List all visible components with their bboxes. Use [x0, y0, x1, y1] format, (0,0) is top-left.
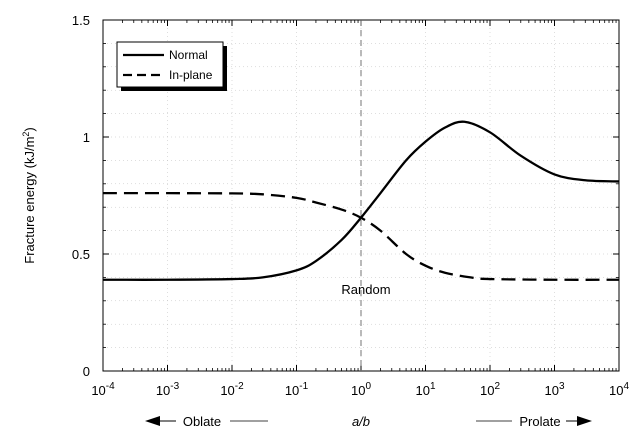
random-annotation: Random — [341, 282, 390, 297]
oblate-arrow-icon — [145, 416, 160, 426]
y-tick-label: 1 — [83, 130, 90, 145]
x-tick-label: 10-3 — [156, 381, 180, 398]
series-line-normal — [102, 120, 620, 281]
y-axis-label: Fracture energy (kJ/m2) — [21, 127, 37, 264]
x-tick-label: 103 — [544, 381, 564, 398]
legend: Normal In-plane — [116, 41, 227, 91]
prolate-label: Prolate — [519, 414, 560, 429]
x-tick-label: 10-4 — [91, 381, 115, 398]
x-tick-label: 102 — [480, 381, 500, 398]
series-group — [102, 120, 620, 281]
y-tick-label: 0 — [83, 364, 90, 379]
y-tick-label: 0.5 — [72, 247, 90, 262]
axis-ticks — [102, 19, 620, 372]
x-tick-label: 10-2 — [220, 381, 244, 398]
legend-label-in-plane: In-plane — [169, 68, 213, 82]
y-tick-label: 1.5 — [72, 13, 90, 28]
oblate-label: Oblate — [183, 414, 221, 429]
aspect-ratio-annotation: Oblate a/b Prolate — [145, 414, 592, 429]
prolate-arrow-icon — [577, 416, 592, 426]
series-line-in-plane — [102, 191, 620, 281]
x-axis-label: a/b — [352, 414, 370, 429]
x-tick-label: 100 — [351, 381, 371, 398]
x-tick-label: 10-1 — [285, 381, 309, 398]
x-tick-label: 101 — [415, 381, 435, 398]
x-tick-label: 104 — [609, 381, 629, 398]
legend-box — [116, 41, 224, 88]
legend-label-normal: Normal — [169, 48, 208, 62]
